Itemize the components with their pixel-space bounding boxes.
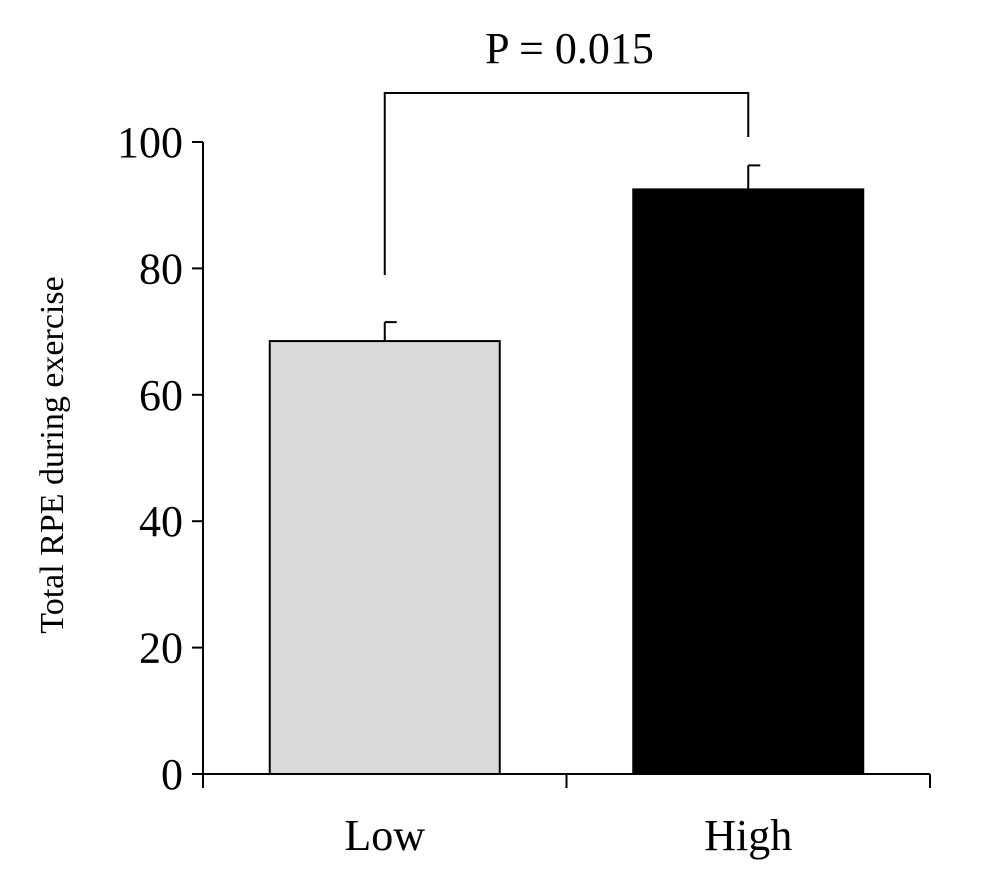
y-tick-label: 80 [139,244,183,293]
y-tick-label: 60 [139,371,183,420]
x-axis-ticks [202,774,931,788]
y-tick-label: 40 [139,497,183,546]
y-axis-ticks: 0 20 40 60 80 100 [117,118,203,799]
significance-bracket-line [383,92,750,275]
bar-low [268,340,501,775]
y-tick-label: 100 [117,118,183,167]
y-tick-label: 20 [139,624,183,673]
category-labels: Low High [344,811,792,860]
error-bars-group [383,164,761,342]
y-axis-title: Total RPE during exercise [34,276,71,633]
y-tick-label: 0 [161,750,183,799]
category-label-low: Low [344,811,425,860]
bars-group [268,188,865,775]
significance-bracket: P = 0.015 [383,24,750,275]
bar-high [632,188,865,775]
p-value-label: P = 0.015 [485,24,654,73]
category-label-high: High [704,811,792,860]
